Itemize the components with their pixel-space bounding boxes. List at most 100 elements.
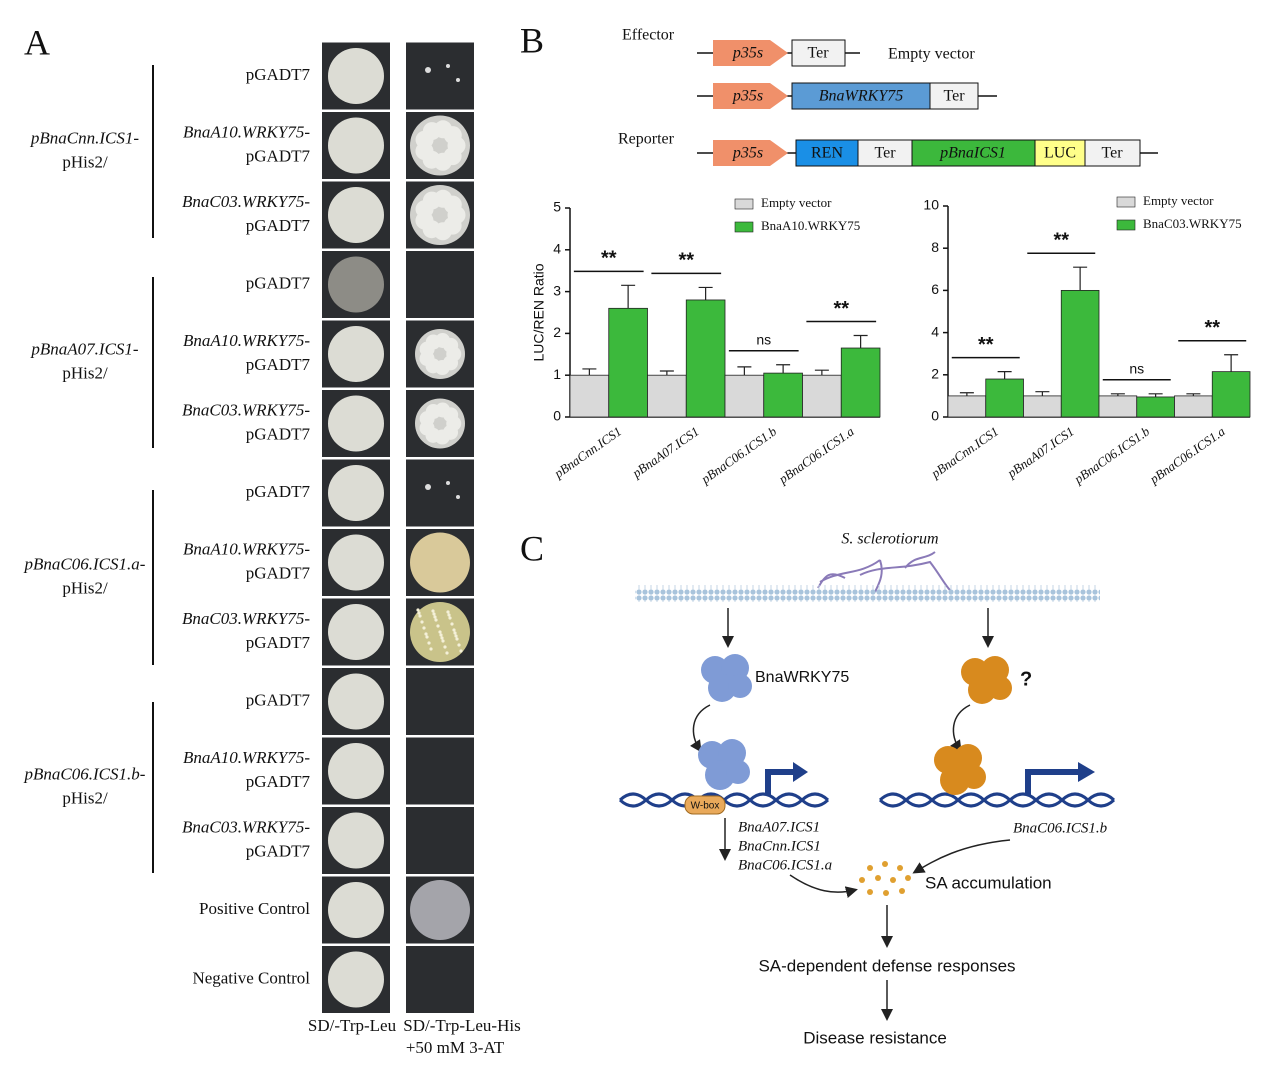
colony xyxy=(328,743,384,799)
bar xyxy=(569,374,610,418)
reporter-label: Reporter xyxy=(618,131,675,148)
colony-speck xyxy=(433,615,437,619)
significance: ** xyxy=(601,248,617,270)
group-label: pBnaCnn.ICS1- xyxy=(30,128,139,147)
colony xyxy=(328,951,384,1008)
colony-speck xyxy=(453,631,457,635)
reporter-promoter: pBnaICS1 xyxy=(939,145,1006,162)
colony xyxy=(328,534,384,591)
panel-label: C xyxy=(520,528,544,568)
colony xyxy=(328,673,384,730)
colony-speck xyxy=(418,614,422,618)
colony xyxy=(446,64,450,68)
error-bar xyxy=(814,369,829,376)
bar xyxy=(1174,395,1213,418)
y-tick-label: 10 xyxy=(923,197,939,213)
colony-speck xyxy=(432,612,436,616)
tss-arrow xyxy=(1025,769,1080,795)
row-label: pGADT7 xyxy=(246,772,311,791)
colony-speck xyxy=(425,635,429,639)
group-label: pHis2/ xyxy=(62,788,108,807)
legend-swatch xyxy=(734,198,754,210)
colony xyxy=(328,256,384,313)
ter-box xyxy=(791,39,846,67)
group-label: pHis2/ xyxy=(62,152,108,171)
promoter-arrow xyxy=(713,40,788,66)
plate-tile xyxy=(406,459,474,527)
bar xyxy=(840,347,881,418)
row-label: BnaA10.WRKY75- xyxy=(183,748,310,767)
legend-swatch xyxy=(1116,219,1136,231)
y-tick-label: 2 xyxy=(931,366,939,382)
ter-box xyxy=(857,139,913,167)
plate-tile xyxy=(406,42,474,110)
bar xyxy=(802,374,842,418)
reporter-promoter-box xyxy=(911,139,1036,167)
colony xyxy=(328,187,384,243)
hyphae xyxy=(817,551,951,593)
colony-speck xyxy=(452,628,456,632)
plate-tile xyxy=(406,668,474,735)
column-label: SD/-Trp-Leu-His xyxy=(403,1016,520,1035)
colony xyxy=(328,395,384,452)
panel-label: B xyxy=(520,20,544,60)
colony xyxy=(328,882,384,938)
sa-dots xyxy=(859,861,911,896)
y-tick-label: 0 xyxy=(553,408,561,424)
empty-vector: Empty vector xyxy=(888,46,975,63)
colony-lump xyxy=(443,195,462,214)
error-bar xyxy=(1035,391,1050,396)
colony-speck xyxy=(431,609,435,613)
y-tick-label: 0 xyxy=(931,408,939,424)
membrane xyxy=(635,585,1100,602)
plate-tile xyxy=(406,807,474,874)
colony-lump xyxy=(443,407,459,423)
promoter: p35s xyxy=(732,45,763,62)
row-label: Positive Control xyxy=(199,899,310,918)
luc-box xyxy=(1034,139,1086,167)
plate-tile xyxy=(406,251,474,318)
ren: REN xyxy=(811,145,843,162)
pathway: S. sclerotiorum BnaWRKY75 ? W-box BnaA07… xyxy=(618,531,1116,1047)
row-label: pGADT7 xyxy=(246,216,311,235)
group-label: pBnaC06.ICS1.a- xyxy=(24,554,146,573)
significance: ** xyxy=(833,298,849,320)
bar xyxy=(647,374,687,418)
row-label: pGADT7 xyxy=(246,841,311,860)
group-label: pBnaA07.ICS1- xyxy=(30,339,139,358)
promoter: p35s xyxy=(732,88,763,105)
significance: ** xyxy=(978,334,994,356)
y-tick-label: 3 xyxy=(553,282,561,298)
bar xyxy=(947,395,987,418)
legend-label: BnaA10.WRKY75 xyxy=(761,218,860,233)
panel-label: A xyxy=(24,22,50,62)
colony-lump xyxy=(443,126,462,145)
colony-speck xyxy=(446,610,450,614)
error-bar xyxy=(621,284,636,309)
bar xyxy=(1023,395,1062,418)
colony xyxy=(410,880,470,940)
error-bar xyxy=(582,368,597,376)
target: BnaC06.ICS1.b xyxy=(1013,820,1108,836)
group-label: pBnaC06.ICS1.b- xyxy=(24,764,146,783)
bar xyxy=(1136,396,1175,418)
colony-speck xyxy=(424,632,428,636)
factor: BnaWRKY75 xyxy=(755,669,849,686)
effector-label: Effector xyxy=(622,27,675,44)
row-label: pGADT7 xyxy=(246,690,311,709)
colony-speck xyxy=(447,613,451,617)
row-label: pGADT7 xyxy=(246,273,311,292)
error-bar xyxy=(1148,393,1163,397)
y-tick-label: 4 xyxy=(553,241,561,257)
y-tick-label: 2 xyxy=(553,324,561,340)
colony xyxy=(328,48,384,104)
w-box xyxy=(684,795,726,815)
bar xyxy=(608,307,648,418)
row-label: pGADT7 xyxy=(246,355,311,374)
row-label: pGADT7 xyxy=(246,65,311,84)
row-label: BnaA10.WRKY75- xyxy=(183,122,310,141)
row-label: BnaC03.WRKY75- xyxy=(182,192,310,211)
tss-arrow xyxy=(1078,762,1095,782)
